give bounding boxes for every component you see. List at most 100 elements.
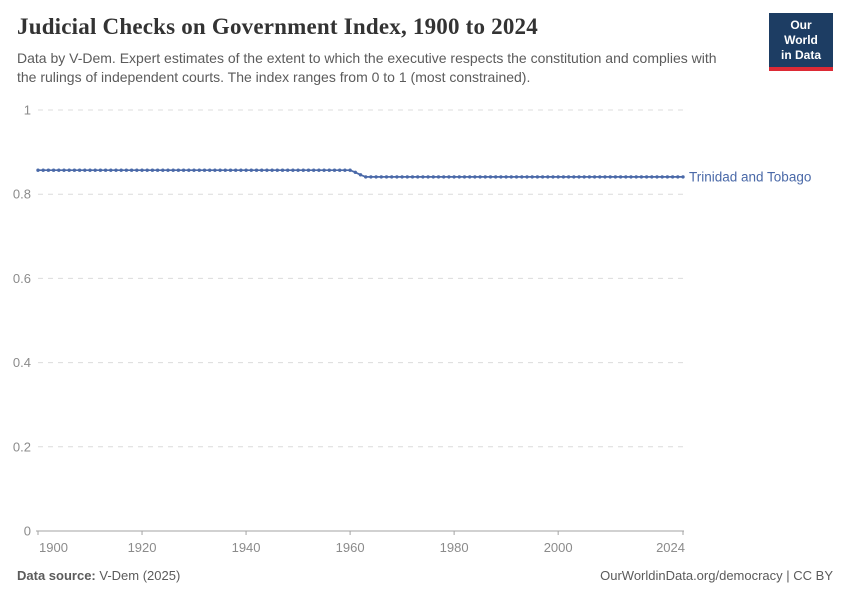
data-point-marker — [582, 175, 586, 179]
data-point-marker — [119, 168, 123, 172]
owid-logo-red-bar — [769, 67, 833, 71]
data-point-marker — [98, 168, 103, 172]
data-source: Data source: V-Dem (2025) — [17, 568, 180, 583]
data-point-marker — [244, 168, 248, 172]
data-point-marker — [416, 175, 420, 179]
data-point-marker — [62, 168, 66, 172]
y-tick-label: 0.6 — [13, 271, 31, 286]
data-point-marker — [473, 175, 477, 179]
data-point-marker — [540, 175, 545, 179]
data-point-marker — [426, 175, 430, 179]
data-point-marker — [301, 168, 305, 172]
data-point-marker — [343, 168, 347, 172]
data-point-marker — [36, 168, 40, 172]
data-point-marker — [608, 175, 612, 179]
data-point-marker — [155, 168, 160, 172]
data-point-marker — [171, 168, 175, 172]
data-source-label: Data source: — [17, 568, 96, 583]
owid-logo-text: Our World in Data — [769, 13, 833, 67]
data-point-marker — [577, 175, 581, 179]
data-point-marker — [280, 168, 285, 172]
data-point-marker — [525, 175, 529, 179]
data-point-marker — [546, 175, 550, 179]
data-point-marker — [348, 168, 352, 172]
data-point-marker — [530, 175, 534, 179]
data-point-marker — [358, 173, 363, 177]
data-point-marker — [93, 168, 97, 172]
data-point-marker — [239, 168, 243, 172]
data-point-marker — [275, 168, 279, 172]
data-point-marker — [51, 168, 56, 172]
owid-logo-line2: in Data — [780, 48, 821, 62]
chart-footer: Data source: V-Dem (2025) OurWorldinData… — [17, 568, 833, 583]
data-point-marker — [57, 168, 61, 172]
data-point-marker — [322, 168, 326, 172]
data-point-marker — [624, 175, 628, 179]
data-point-marker — [374, 175, 378, 179]
data-point-marker — [286, 168, 290, 172]
owid-logo: Our World in Data — [769, 13, 833, 71]
x-tick-label: 2000 — [544, 540, 573, 555]
data-point-marker — [644, 175, 649, 179]
data-point-marker — [556, 175, 560, 179]
data-point-marker — [520, 175, 524, 179]
data-point-marker — [442, 175, 446, 179]
data-point-marker — [561, 175, 566, 179]
data-point-marker — [114, 168, 118, 172]
data-point-marker — [514, 175, 519, 179]
data-point-marker — [140, 168, 144, 172]
series-label[interactable]: Trinidad and Tobago — [689, 169, 811, 184]
data-point-marker — [234, 168, 238, 172]
data-point-marker — [249, 168, 253, 172]
data-point-marker — [603, 175, 607, 179]
data-point-marker — [390, 175, 394, 179]
data-point-marker — [660, 175, 664, 179]
x-tick-label: 1960 — [336, 540, 365, 555]
data-point-marker — [228, 168, 233, 172]
data-point-marker — [468, 175, 472, 179]
data-point-marker — [410, 175, 415, 179]
y-tick-label: 0.2 — [13, 439, 31, 454]
data-point-marker — [535, 175, 540, 179]
data-point-marker — [452, 175, 456, 179]
data-point-marker — [306, 168, 311, 172]
data-point-marker — [592, 175, 597, 179]
data-point-marker — [208, 168, 212, 172]
data-point-marker — [618, 175, 623, 179]
data-point-marker — [483, 175, 487, 179]
y-tick-label: 0.4 — [13, 355, 31, 370]
data-point-marker — [509, 175, 513, 179]
chart-header: Judicial Checks on Government Index, 190… — [17, 14, 750, 86]
data-point-marker — [291, 168, 295, 172]
data-point-marker — [223, 168, 227, 172]
chart-area: 0 0.2 0.4 0.6 0.8 1 1900 1920 1940 1960 1980 2000 20… — [0, 100, 850, 560]
data-point-marker — [379, 175, 383, 179]
data-point-marker — [670, 175, 675, 179]
data-point-marker — [400, 175, 404, 179]
data-point-marker — [41, 168, 45, 172]
data-point-marker — [421, 175, 425, 179]
data-point-marker — [88, 168, 92, 172]
page-title: Judicial Checks on Government Index, 190… — [17, 14, 538, 39]
data-point-marker — [634, 175, 638, 179]
data-point-marker — [129, 168, 134, 172]
credit-link[interactable]: OurWorldinData.org/democracy | CC BY — [600, 568, 833, 583]
data-point-marker — [613, 175, 618, 179]
data-point-marker — [478, 175, 482, 179]
data-point-marker — [431, 175, 435, 179]
data-point-marker — [629, 175, 633, 179]
data-point-marker — [676, 175, 680, 179]
data-point-marker — [197, 168, 201, 172]
data-point-marker — [67, 168, 71, 172]
data-point-marker — [260, 168, 264, 172]
data-point-marker — [176, 168, 181, 172]
data-point-marker — [202, 168, 207, 172]
x-tick-label: 1940 — [232, 540, 261, 555]
data-point-marker — [265, 168, 269, 172]
data-point-marker — [213, 168, 217, 172]
data-point-marker — [77, 168, 82, 172]
owid-logo-line1: Our World — [784, 18, 818, 47]
data-point-marker — [504, 175, 508, 179]
data-point-marker — [551, 175, 555, 179]
data-point-marker — [296, 168, 300, 172]
